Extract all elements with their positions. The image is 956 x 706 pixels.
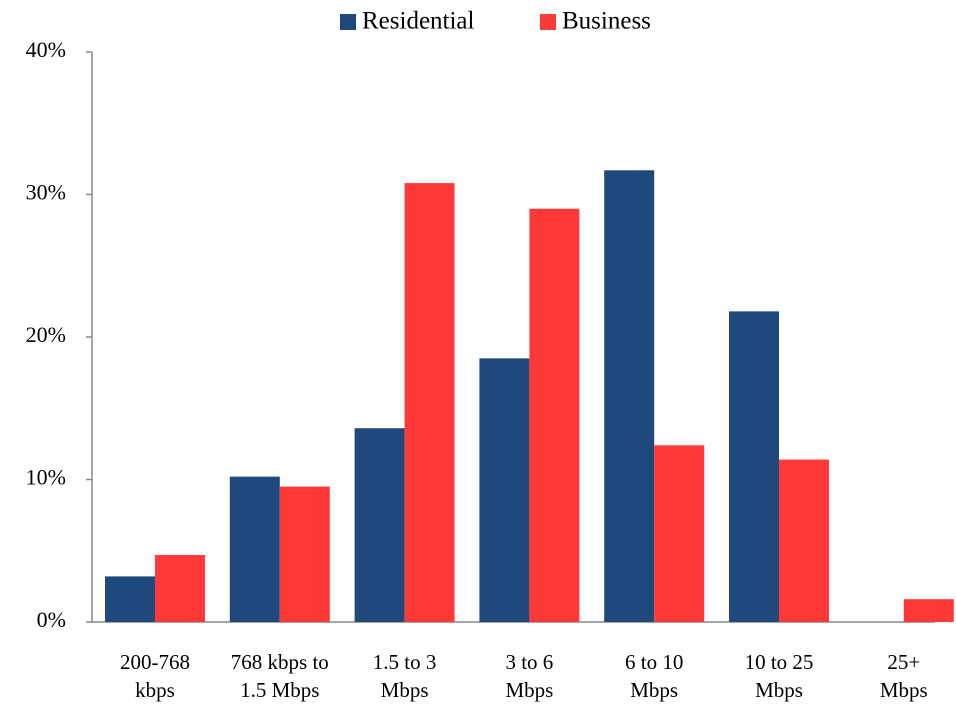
- legend-label: Business: [562, 8, 651, 35]
- bar: [654, 445, 705, 622]
- bar: [105, 576, 155, 622]
- bar: [779, 459, 829, 622]
- bar: [529, 208, 580, 622]
- bar: [604, 170, 655, 622]
- x-tick-label: 6 to 10 Mbps: [625, 650, 684, 702]
- bar: [903, 599, 954, 622]
- y-tick-label: 10%: [26, 465, 66, 490]
- legend-swatch: [540, 14, 556, 30]
- bar: [729, 311, 779, 622]
- x-tick-label: 25+ Mbps: [879, 650, 928, 702]
- x-tick-label: 10 to 25 Mbps: [744, 650, 814, 702]
- bar: [155, 555, 205, 622]
- bar: [354, 428, 405, 622]
- bar: [479, 358, 530, 622]
- bar: [279, 486, 330, 622]
- x-tick-label: 3 to 6 Mbps: [505, 650, 554, 702]
- legend-label: Residential: [362, 8, 475, 35]
- legend-swatch: [340, 14, 356, 30]
- bar: [404, 183, 455, 622]
- y-tick-label: 0%: [37, 607, 66, 632]
- x-tick-label: 768 kbps to 1.5 Mbps: [230, 650, 329, 702]
- y-tick-label: 20%: [26, 322, 66, 347]
- x-tick-label: 1.5 to 3 Mbps: [372, 650, 437, 702]
- y-tick-label: 30%: [26, 180, 66, 205]
- x-tick-label: 200-768 kbps: [120, 650, 190, 702]
- bar: [229, 476, 280, 622]
- y-tick-label: 40%: [26, 37, 66, 62]
